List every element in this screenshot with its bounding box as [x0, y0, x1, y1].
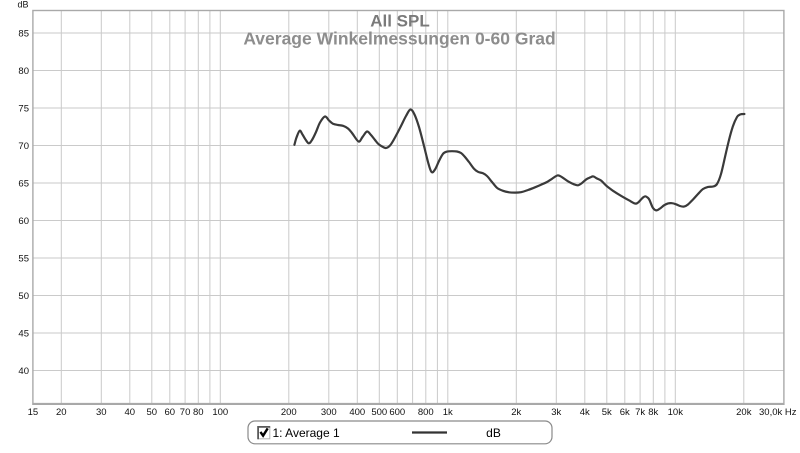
svg-text:400: 400: [349, 407, 365, 418]
svg-text:30: 30: [96, 407, 107, 418]
svg-text:5k: 5k: [602, 407, 612, 418]
svg-text:55: 55: [18, 254, 29, 265]
svg-text:All SPL: All SPL: [370, 12, 430, 31]
svg-text:40: 40: [18, 366, 29, 377]
svg-text:70: 70: [180, 407, 191, 418]
svg-text:40: 40: [125, 407, 136, 418]
svg-text:500: 500: [371, 407, 387, 418]
svg-text:Average Winkelmessungen 0-60 G: Average Winkelmessungen 0-60 Grad: [243, 29, 555, 49]
svg-text:1: Average 1: 1: Average 1: [273, 426, 340, 440]
svg-text:45: 45: [18, 329, 29, 340]
svg-text:80: 80: [193, 407, 204, 418]
svg-text:8k: 8k: [648, 407, 658, 418]
svg-text:60: 60: [165, 407, 176, 418]
svg-text:4k: 4k: [580, 407, 590, 418]
svg-text:300: 300: [321, 407, 337, 418]
svg-text:85: 85: [18, 29, 29, 40]
svg-text:dB: dB: [17, 0, 28, 9]
svg-text:15: 15: [28, 407, 39, 418]
svg-text:50: 50: [18, 291, 29, 302]
svg-text:1k: 1k: [443, 407, 453, 418]
svg-text:50: 50: [147, 407, 158, 418]
svg-text:20k: 20k: [736, 407, 752, 418]
svg-text:200: 200: [281, 407, 297, 418]
svg-text:3k: 3k: [551, 407, 561, 418]
svg-text:600: 600: [389, 407, 405, 418]
svg-text:20: 20: [56, 407, 67, 418]
svg-text:80: 80: [18, 66, 29, 77]
svg-text:dB: dB: [486, 426, 501, 440]
svg-text:60: 60: [18, 216, 29, 227]
svg-text:75: 75: [18, 104, 29, 115]
svg-text:7k: 7k: [635, 407, 645, 418]
svg-text:100: 100: [212, 407, 228, 418]
svg-text:70: 70: [18, 141, 29, 152]
svg-text:65: 65: [18, 179, 29, 190]
svg-text:10k: 10k: [668, 407, 684, 418]
svg-text:6k: 6k: [620, 407, 630, 418]
svg-text:30,0k Hz: 30,0k Hz: [759, 407, 797, 418]
svg-text:2k: 2k: [511, 407, 521, 418]
svg-text:800: 800: [418, 407, 434, 418]
